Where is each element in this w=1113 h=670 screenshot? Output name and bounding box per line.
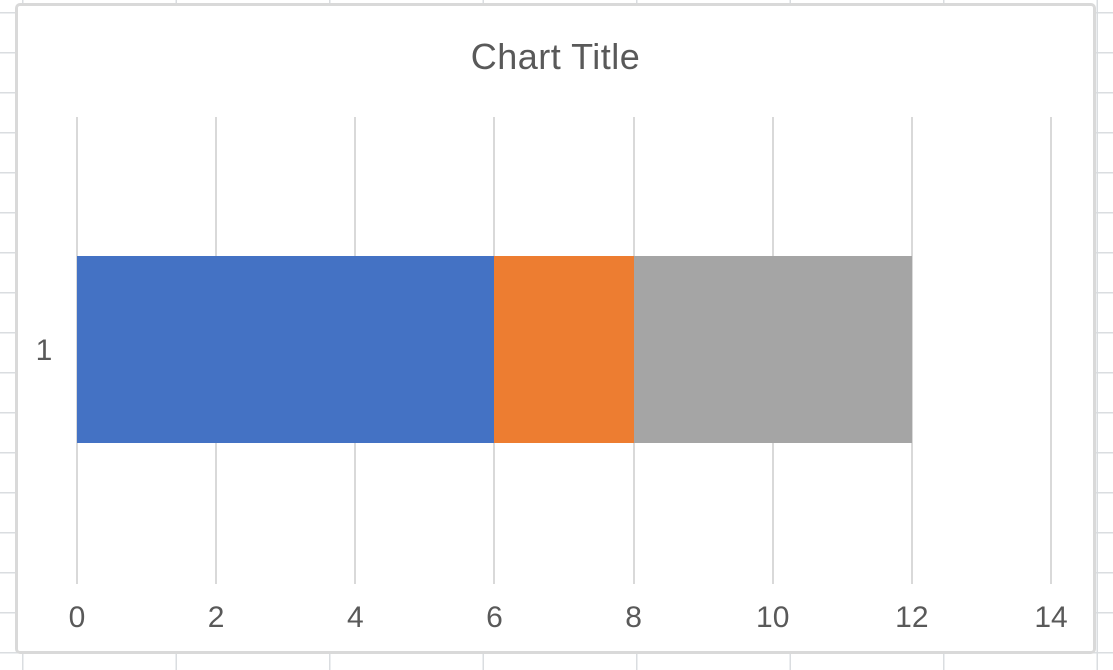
x-axis-tick-label: 10 — [756, 601, 790, 634]
x-axis-tick-label: 6 — [486, 601, 503, 634]
gridline — [1050, 117, 1052, 584]
chart-title[interactable]: Chart Title — [470, 36, 641, 77]
bar-row — [77, 256, 1051, 443]
gridline — [910, 117, 913, 584]
plot-area — [76, 117, 1052, 584]
bar-segment-1[interactable] — [77, 256, 495, 443]
x-axis-tick-label: 12 — [895, 601, 929, 634]
category-axis-label[interactable]: 1 — [35, 334, 53, 367]
x-axis-tick-label: 4 — [346, 601, 364, 634]
bar-segment-3[interactable] — [633, 256, 912, 443]
x-axis[interactable]: 0 2 4 6 8 10 12 14 — [69, 599, 1068, 637]
x-axis-tick-label: 2 — [207, 601, 225, 634]
chart-area[interactable]: Chart Title 1 0 2 4 6 8 10 12 14 — [15, 3, 1096, 654]
x-axis-tick-label: 14 — [1034, 601, 1068, 634]
x-axis-tick-label: 0 — [68, 601, 86, 634]
bar-segment-2[interactable] — [494, 256, 634, 443]
x-axis-tick-label: 8 — [625, 601, 642, 634]
